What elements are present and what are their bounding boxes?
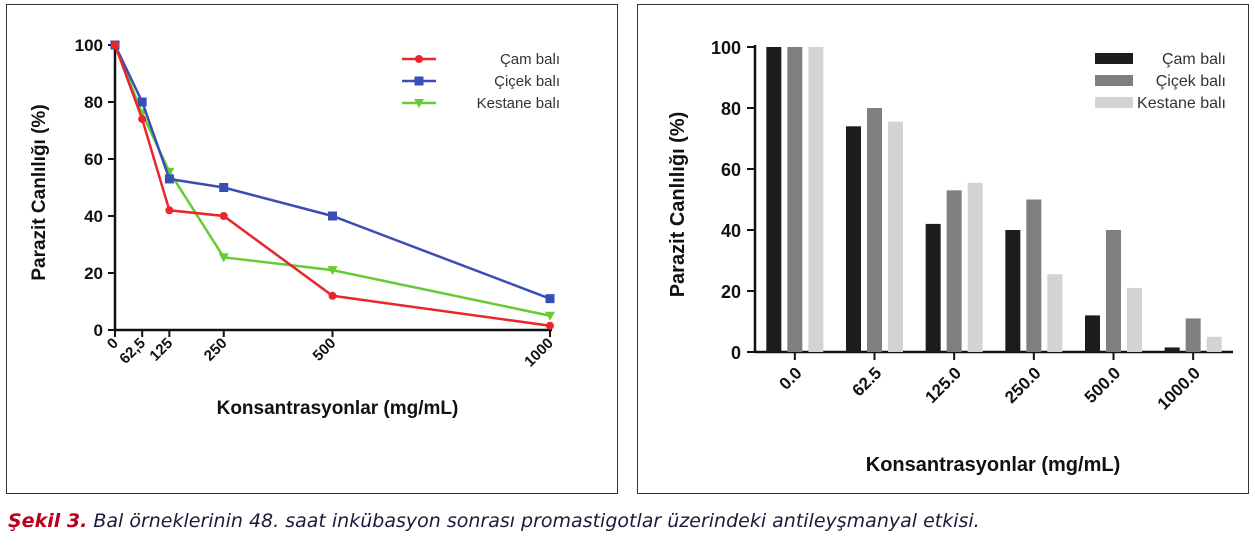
bar xyxy=(925,223,941,352)
bar xyxy=(1047,274,1063,352)
data-point xyxy=(138,115,147,124)
data-point xyxy=(137,97,147,107)
y-tick-label: 20 xyxy=(721,282,741,302)
y-tick-label: 0 xyxy=(731,343,741,363)
bar xyxy=(1127,287,1142,352)
bar xyxy=(946,190,962,352)
x-tick-label: 250.0 xyxy=(1001,363,1045,407)
y-tick-label: 0 xyxy=(94,321,103,340)
x-tick-label: 1000.0 xyxy=(1154,363,1204,413)
bar xyxy=(1206,336,1222,352)
bar xyxy=(1164,347,1180,352)
x-axis-title: Konsantrasyonlar (mg/mL) xyxy=(217,398,459,419)
bar xyxy=(1106,230,1121,352)
bar xyxy=(1085,315,1100,352)
figure-caption-label: Şekil 3. xyxy=(8,510,88,532)
bar xyxy=(888,121,903,352)
x-tick-label: 62,5 xyxy=(116,335,149,368)
x-tick-label: 1000 xyxy=(521,335,557,371)
legend-label: Kestane balı xyxy=(477,95,560,112)
y-tick-label: 40 xyxy=(84,207,103,226)
data-point xyxy=(328,211,337,221)
data-point xyxy=(218,253,229,263)
legend-label: Çam balı xyxy=(500,51,560,68)
bar xyxy=(766,47,782,352)
y-tick-label: 100 xyxy=(711,38,741,58)
legend-swatch xyxy=(1095,53,1133,64)
legend-swatch xyxy=(1095,75,1133,86)
bar xyxy=(967,182,983,352)
y-tick-label: 40 xyxy=(721,221,741,241)
y-tick-label: 80 xyxy=(84,93,103,112)
x-tick-label: 250 xyxy=(201,335,231,365)
series-line xyxy=(113,44,551,300)
figure-caption-text: Bal örneklerinin 48. saat inkübasyon son… xyxy=(87,510,980,532)
x-tick-label: 500.0 xyxy=(1081,363,1125,407)
legend-label: Kestane balı xyxy=(1137,95,1226,112)
bar-chart-panel: 0 20 40 60 80 100 0.0 62.5 125.0 250.0 500.0 1000.0… xyxy=(637,4,1249,494)
bar xyxy=(1185,318,1201,352)
bar xyxy=(1026,199,1042,352)
bar xyxy=(808,47,824,352)
figure-caption: Şekil 3. Bal örneklerinin 48. saat inküb… xyxy=(8,510,980,532)
data-point xyxy=(219,212,228,220)
x-tick-label: 0 xyxy=(104,335,122,353)
y-tick-label: 100 xyxy=(75,36,103,55)
series-line xyxy=(113,44,551,327)
y-tick-label: 80 xyxy=(721,99,741,119)
line-chart-panel: 0 20 40 60 80 100 0 62,5 125 250 500 1000 Konsantras… xyxy=(6,4,618,494)
legend-marker xyxy=(414,99,424,108)
x-tick-label: 500 xyxy=(310,335,340,365)
x-tick-label: 0.0 xyxy=(776,363,806,393)
data-point xyxy=(219,183,229,192)
y-tick-label: 60 xyxy=(84,150,103,169)
y-axis-title: Parazit Canlılığı (%) xyxy=(29,104,50,280)
data-point xyxy=(328,291,337,300)
x-tick-label: 62.5 xyxy=(848,363,885,400)
bar xyxy=(846,126,861,352)
y-axis-title: Parazit Canlılığı (%) xyxy=(667,112,689,298)
legend-label: Çiçek balı xyxy=(494,73,560,90)
x-tick-label: 125.0 xyxy=(921,363,965,407)
x-tick-label: 125 xyxy=(146,335,176,365)
data-point xyxy=(164,174,174,184)
y-tick-label: 60 xyxy=(721,160,741,180)
x-axis-title: Konsantrasyonlar (mg/mL) xyxy=(866,454,1120,476)
bar xyxy=(787,47,803,352)
data-point xyxy=(546,321,554,330)
bar xyxy=(867,108,882,352)
data-point xyxy=(165,206,174,215)
y-tick-label: 20 xyxy=(84,264,103,283)
series-line xyxy=(113,44,551,317)
legend-label: Çiçek balı xyxy=(1156,73,1226,90)
data-point xyxy=(327,266,338,276)
bar xyxy=(1005,230,1021,352)
legend-swatch xyxy=(1095,97,1133,108)
data-point xyxy=(545,294,555,304)
legend-marker xyxy=(415,55,423,63)
data-point xyxy=(545,311,555,321)
legend-label: Çam balı xyxy=(1162,51,1226,68)
legend-marker xyxy=(414,76,424,86)
data-point xyxy=(111,41,119,49)
